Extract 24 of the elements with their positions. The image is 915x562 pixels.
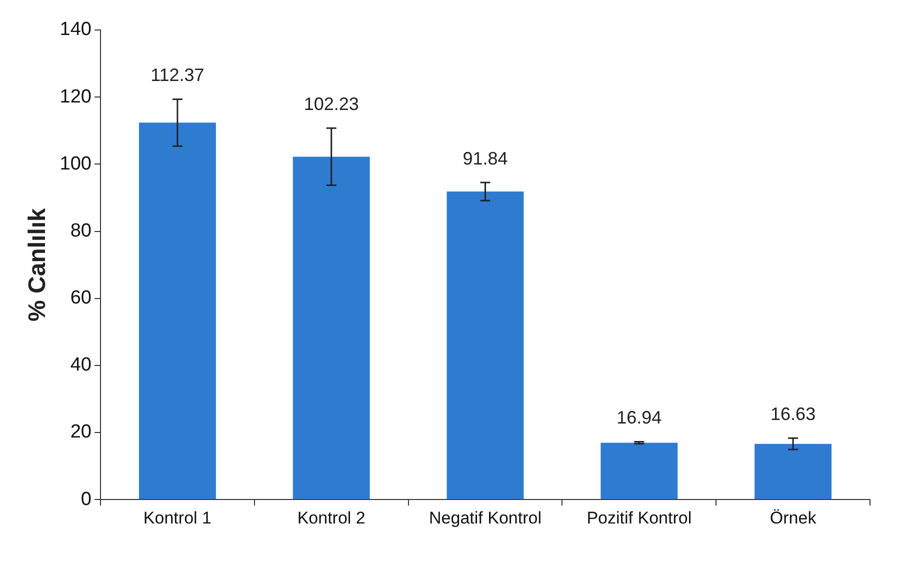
data-label: 112.37	[150, 65, 204, 86]
y-tick-label: 60	[70, 288, 92, 309]
y-tick-label: 140	[60, 19, 92, 40]
y-tick-label: 120	[60, 86, 92, 108]
bar	[138, 122, 216, 500]
x-tick-label: Negatif Kontrol	[429, 508, 542, 528]
y-axis-title: % Canlılık	[24, 207, 52, 322]
x-tick-label: Kontrol 2	[297, 508, 366, 528]
data-label: 91.84	[462, 148, 508, 168]
bar	[446, 192, 524, 500]
y-tick-label: 20	[70, 422, 92, 443]
y-tick-label: 40	[70, 354, 92, 376]
bar	[292, 156, 370, 500]
y-tick-label: 100	[60, 153, 92, 174]
x-tick-label: Örnek	[770, 508, 817, 528]
x-tick-label: Pozitif Kontrol	[586, 508, 692, 528]
y-tick-label: 80	[70, 220, 92, 242]
y-tick-label: 0	[80, 488, 92, 510]
data-label: 102.23	[304, 94, 359, 114]
bar	[600, 442, 678, 500]
bar	[754, 444, 832, 500]
data-label: 16.63	[770, 404, 816, 424]
x-tick-label: Kontrol 1	[143, 508, 212, 528]
data-label: 16.94	[616, 408, 662, 428]
